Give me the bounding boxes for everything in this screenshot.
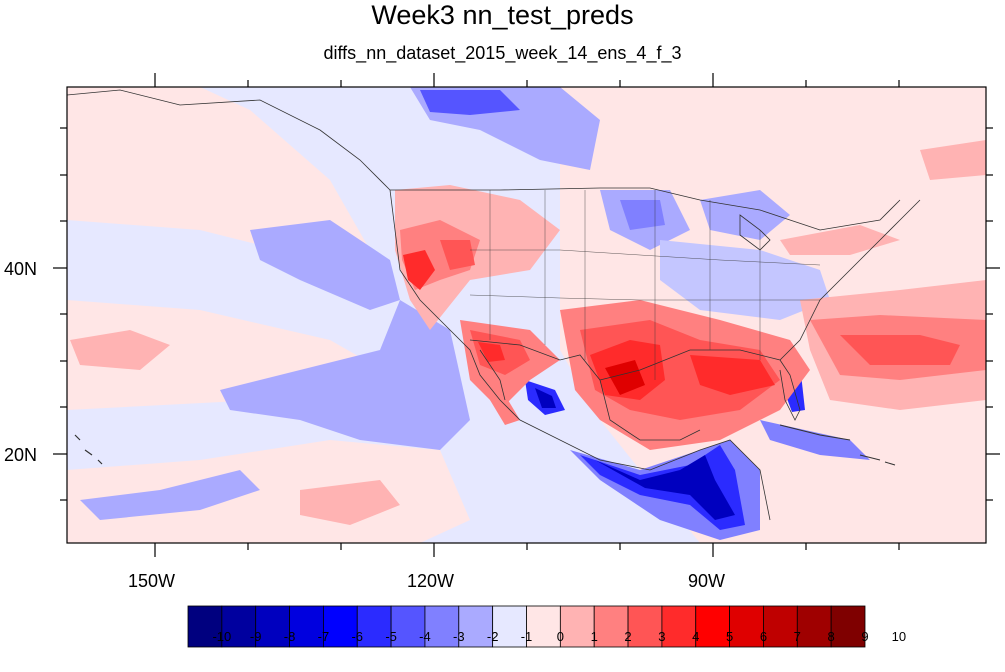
atlantic-coast [779,199,921,361]
colorbar-tick-label: -1 [520,629,533,644]
colorbar-tick-label: -10 [212,629,232,644]
mexico-gulf-coast [599,379,701,441]
colorbar-tick-label: -2 [486,629,499,644]
lake-michigan [739,214,771,251]
caribbean-islands [779,424,896,466]
us-mexico-border [469,339,601,381]
colorbar-box [661,605,697,648]
colorbar-box [627,605,663,648]
colorbar-tick-label: -8 [283,629,296,644]
colorbar-tick-label: -7 [317,629,330,644]
pacific-coast [389,189,771,521]
colorbar-box [289,605,324,648]
colorbar-tick-label: 0 [556,629,564,644]
colorbar-box [187,605,223,648]
lon-label-90w: 90W [688,571,726,591]
colorbar-tick-label: 8 [827,629,835,644]
lat-label-40n: 40N [4,259,38,279]
colorbar-tick-label: 4 [692,629,700,644]
colorbar-tick-label: 1 [590,629,598,644]
colorbar-box [559,605,595,648]
colorbar-tick-label: -3 [453,629,465,644]
colorbar-tick-label: -6 [351,629,364,644]
anomaly-field [67,87,986,543]
plot-subtitle: diffs_nn_dataset_2015_week_14_ens_4_f_3 [323,43,682,63]
alaska-canada-coast [67,89,391,191]
colorbar-tick-label: 6 [759,629,768,644]
colorbar-box [593,605,629,648]
plot-title: Week3 nn_test_preds [371,0,634,30]
colorbar-tick-label: 2 [624,629,632,644]
colorbar-tick-label: -5 [385,629,397,644]
colorbar-box [763,605,798,648]
colorbar-tick-label: 10 [891,629,907,644]
colorbar-tick-label: -4 [419,629,431,644]
state-lines-2 [469,294,820,301]
colorbar-box [390,605,426,648]
colorbar-tick-label: 3 [658,629,666,644]
state-lines-3 [489,190,761,380]
lon-label-120w: 120W [407,571,455,591]
colorbar-box [221,605,257,648]
colorbar-box [255,605,290,648]
colorbar [187,605,866,648]
gulf-coast [599,349,801,421]
colorbar-box [458,605,494,648]
hawaii-islands [74,434,103,465]
colorbar-tick-label: 5 [725,629,734,644]
colorbar-box [695,605,730,648]
us-canada-border [390,187,901,231]
lon-label-150w: 150W [128,571,176,591]
colorbar-tick-label: 7 [793,629,801,644]
map-outlines [67,89,921,521]
baja-california [479,349,506,401]
colorbar-box [830,605,866,648]
colorbar-tick-label: 9 [861,629,869,644]
axis-ticks [53,73,1000,557]
state-lines-1 [470,249,821,266]
lat-label-20n: 20N [4,445,38,465]
colorbar-box [796,605,832,648]
colorbar-tick-label: -9 [249,629,262,644]
colorbar-box [526,605,561,648]
